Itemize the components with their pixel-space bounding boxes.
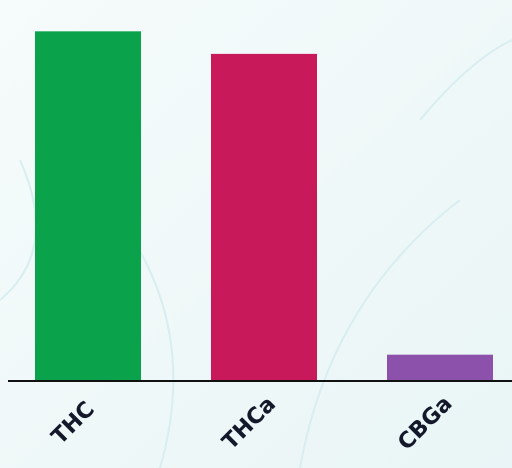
bar: [35, 31, 141, 381]
leaf-pattern: [0, 39, 512, 468]
bar: [387, 354, 493, 381]
bar: [211, 53, 317, 381]
